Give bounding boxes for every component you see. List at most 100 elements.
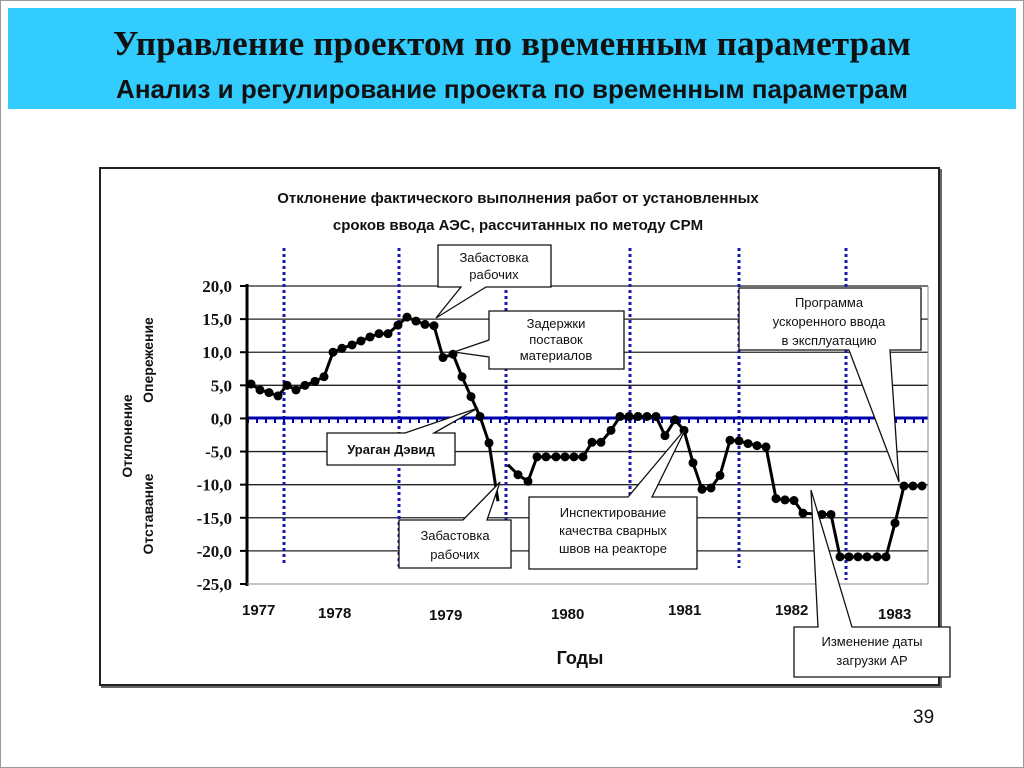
svg-text:Программа: Программа [795, 295, 864, 310]
y-tick-label: 0,0 [211, 409, 232, 428]
data-point [633, 411, 643, 421]
callout-material-delays: Задержки поставок материалов [453, 310, 625, 370]
data-point [587, 437, 597, 447]
callout-strike-2: Забастовка рабочих [398, 481, 512, 569]
data-point [660, 431, 670, 441]
data-point [523, 476, 533, 486]
data-point [420, 319, 430, 329]
data-point [457, 372, 467, 382]
data-point [273, 391, 283, 401]
zero-line [247, 416, 928, 423]
slide-title: Управление проектом по временным парамет… [112, 24, 912, 63]
slide-header: Управление проектом по временным парамет… [8, 8, 1016, 109]
data-point [541, 452, 551, 462]
data-point [300, 380, 310, 390]
data-point [438, 353, 448, 363]
callout-accelerated-program: Программа ускоренного ввода в эксплуатац… [738, 287, 922, 483]
data-point [826, 509, 836, 519]
page-number: 39 [913, 707, 935, 728]
data-point [908, 481, 918, 491]
data-point [328, 347, 338, 357]
data-point [310, 376, 320, 386]
data-point [817, 509, 827, 519]
y-tick-label: -15,0 [197, 509, 232, 528]
data-point [697, 484, 707, 494]
data-point [798, 508, 808, 518]
data-point [780, 495, 790, 505]
y-tick-label: 10,0 [202, 343, 232, 362]
x-axis-label: Годы [557, 648, 604, 668]
data-point [513, 470, 523, 480]
data-point [752, 441, 762, 451]
y-axis-label-ahead: Опережение [140, 317, 156, 403]
data-point [393, 320, 403, 330]
data-point [706, 483, 716, 493]
data-point [917, 481, 927, 491]
data-point [578, 452, 588, 462]
year-label: 1982 [775, 602, 808, 619]
y-tick-label: 20,0 [202, 277, 232, 296]
data-point [560, 452, 570, 462]
x-axis-years: 1977 1978 1979 1980 1981 1982 1983 [242, 602, 911, 624]
svg-text:материалов: материалов [520, 348, 593, 363]
callout-weld-inspection: Инспектирование качества сварных швов на… [528, 427, 698, 570]
y-tick-label: -25,0 [197, 575, 232, 594]
svg-text:загрузки АР: загрузки АР [836, 653, 907, 668]
data-point [606, 425, 616, 435]
data-point [844, 552, 854, 562]
y-tick-label: 5,0 [211, 376, 232, 395]
svg-text:Забастовка: Забастовка [420, 528, 490, 543]
data-point [890, 518, 900, 528]
svg-text:поставок: поставок [529, 332, 583, 347]
data-point [624, 411, 634, 421]
data-point [484, 438, 494, 448]
svg-text:Инспектирование: Инспектирование [560, 505, 666, 520]
year-label: 1978 [318, 605, 351, 622]
data-point [347, 340, 357, 350]
data-point [789, 496, 799, 506]
data-point [761, 442, 771, 452]
data-point [356, 336, 366, 346]
data-point [246, 379, 256, 389]
data-point [670, 415, 680, 425]
data-point [596, 437, 606, 447]
data-point [881, 552, 891, 562]
data-point [337, 343, 347, 353]
y-tick-label: 15,0 [202, 310, 232, 329]
year-label: 1981 [668, 602, 701, 619]
data-point [551, 452, 561, 462]
svg-text:рабочих: рабочих [469, 267, 519, 282]
svg-text:швов на реакторе: швов на реакторе [559, 541, 667, 556]
data-point [771, 494, 781, 504]
slide-subtitle: Анализ и регулирование проекта по времен… [116, 74, 908, 104]
data-point [365, 332, 375, 342]
data-point [264, 388, 274, 398]
chart-title-line2: сроков ввода АЭС, рассчитанных по методу… [333, 217, 703, 234]
data-point [715, 470, 725, 480]
y-tick-label: -20,0 [197, 542, 232, 561]
y-axis-label: Отклонение [119, 394, 135, 477]
data-point [569, 452, 579, 462]
y-axis: 20,0 15,0 10,0 5,0 0,0 -5,0 -10,0 -15,0 -20,0 -25… [197, 277, 249, 594]
svg-text:в эксплуатацию: в эксплуатацию [782, 333, 877, 348]
svg-text:рабочих: рабочих [430, 547, 480, 562]
y-axis-label-behind: Отставание [140, 473, 156, 554]
data-point [475, 411, 485, 421]
callout-ar-loading-date-change: Изменение даты загрузки АР [793, 489, 951, 678]
year-label: 1980 [551, 606, 584, 623]
callout-hurricane-david: Ураган Дэвид [326, 407, 479, 466]
data-point [853, 552, 863, 562]
data-point [429, 321, 439, 331]
year-label: 1977 [242, 602, 275, 619]
svg-text:Ураган Дэвид: Ураган Дэвид [347, 442, 435, 457]
data-point [688, 458, 698, 468]
year-label: 1979 [429, 607, 462, 624]
callout-strike-1: Забастовка рабочих [435, 244, 552, 319]
svg-text:ускоренного ввода: ускоренного ввода [773, 314, 886, 329]
data-point [743, 439, 753, 449]
data-point [411, 316, 421, 326]
data-point [282, 380, 292, 390]
data-point [872, 552, 882, 562]
y-tick-label: -5,0 [205, 443, 232, 462]
